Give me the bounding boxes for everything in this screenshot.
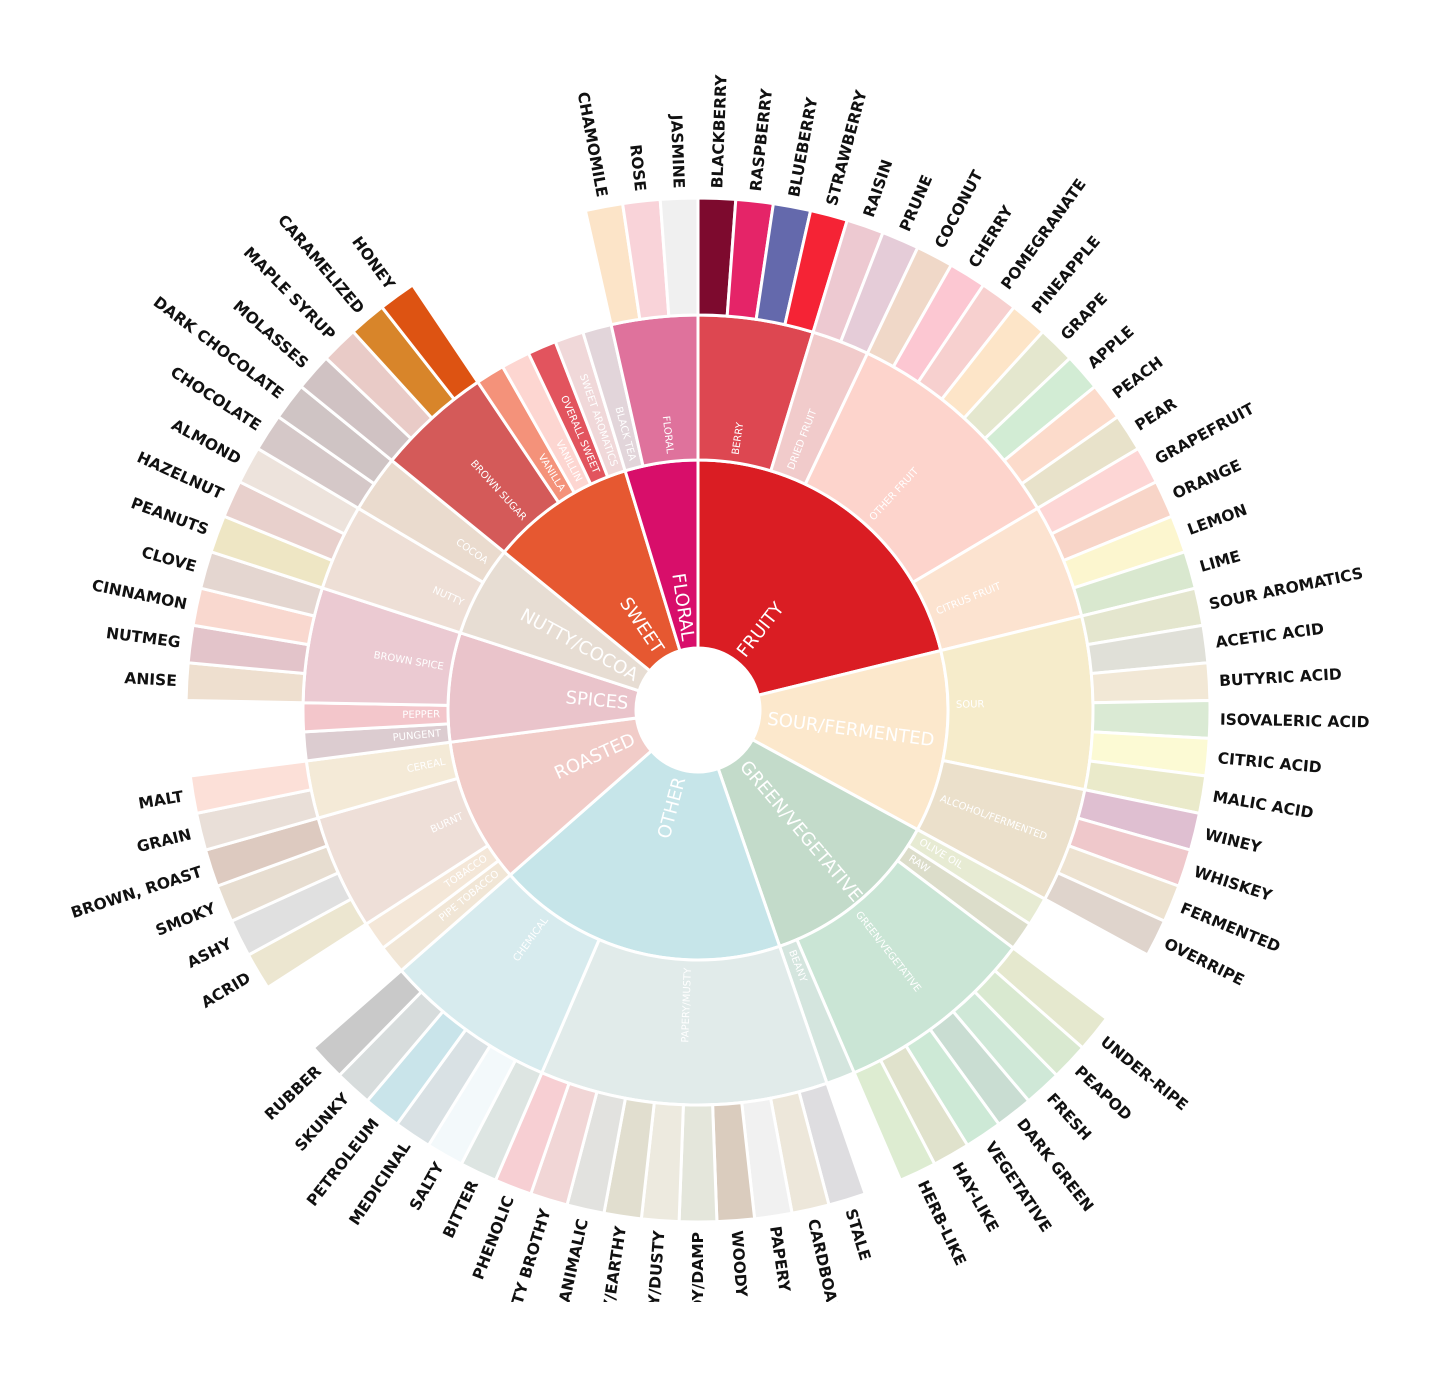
leaf-label-cardboard: CARDBOARD xyxy=(804,1217,846,1328)
leaf-label-winey: WINEY xyxy=(1203,825,1264,856)
leaf-label-apple: APPLE xyxy=(1084,322,1137,372)
leaf-label-strawberry: STRAWBERRY xyxy=(823,88,871,208)
leaf-label-butyric-acid: BUTYRIC ACID xyxy=(1219,665,1343,690)
leaf-label-phenolic: PHENOLIC xyxy=(469,1193,518,1282)
leaf-label-grape: GRAPE xyxy=(1057,289,1111,343)
leaf-label-cherry: CHERRY xyxy=(965,202,1017,271)
leaf-label-overripe: OVERRIPE xyxy=(1161,935,1247,990)
subcategory-label-pepper: PEPPER xyxy=(402,709,440,721)
leaf-label-moldy-damp: MOLDY/DAMP xyxy=(689,1232,707,1351)
leaf-label-musty-dusty: MUSTY/DUSTY xyxy=(641,1229,668,1356)
leaf-label-cinnamon: CINNAMON xyxy=(90,576,188,613)
leaf-label-prune: PRUNE xyxy=(896,172,936,234)
subcategory-label-papery-musty: PAPERY/MUSTY xyxy=(680,967,694,1043)
leaf-label-salty: SALTY xyxy=(406,1159,448,1214)
leaf-label-rubber: RUBBER xyxy=(261,1062,325,1124)
leaf-label-malic-acid: MALIC ACID xyxy=(1211,788,1315,823)
leaf-label-rose: ROSE xyxy=(626,144,649,193)
leaf-jasmine[interactable] xyxy=(658,196,700,318)
leaf-label-blackberry: BLACKBERRY xyxy=(708,74,730,189)
leaf-label-acrid: ACRID xyxy=(198,969,254,1012)
leaf-label-grain: GRAIN xyxy=(135,825,193,856)
leaf-label-citric-acid: CITRIC ACID xyxy=(1217,749,1323,777)
subcategory-label-berry: BERRY xyxy=(731,421,747,456)
leaf-label-isovaleric-acid: ISOVALERIC ACID xyxy=(1220,711,1370,732)
leaf-label-whiskey: WHISKEY xyxy=(1192,863,1275,905)
leaf-label-raspberry: RASPBERRY xyxy=(747,87,776,192)
leaf-label-papery: PAPERY xyxy=(766,1225,794,1294)
leaf-label-acetic-acid: ACETIC ACID xyxy=(1214,620,1325,652)
leaf-label-chamomile: CHAMOMILE xyxy=(574,90,611,198)
leaf-label-jasmine: JASMINE xyxy=(667,113,688,188)
leaf-label-honey: HONEY xyxy=(348,233,399,294)
leaf-label-hazelnut: HAZELNUT xyxy=(134,448,226,503)
leaf-label-sour-aromatics: SOUR AROMATICS xyxy=(1207,564,1364,613)
leaf-label-woody: WOODY xyxy=(728,1230,751,1298)
subcategory-label-pungent: PUNGENT xyxy=(392,728,442,744)
leaf-label-herb-like: HERB-LIKE xyxy=(914,1178,970,1269)
leaf-label-clove: CLOVE xyxy=(140,543,199,576)
leaf-label-raisin: RAISIN xyxy=(860,157,896,219)
leaf-moldy-damp[interactable] xyxy=(677,1103,719,1224)
leaf-label-anise: ANISE xyxy=(124,669,177,690)
leaf-label-pear: PEAR xyxy=(1132,395,1180,435)
leaf-label-fresh: FRESH xyxy=(1043,1090,1095,1144)
leaf-label-malt: MALT xyxy=(137,787,185,812)
leaf-label-peach: PEACH xyxy=(1109,353,1166,402)
leaf-label-hay-like: HAY-LIKE xyxy=(948,1159,1002,1235)
leaf-label-musty-earthy: MUSTY/EARTHY xyxy=(592,1224,630,1361)
leaf-label-stale: STALE xyxy=(841,1207,874,1263)
leaf-label-lime: LIME xyxy=(1198,547,1243,576)
subcategory-label-sour: SOUR xyxy=(956,699,985,711)
leaf-label-lemon: LEMON xyxy=(1185,501,1249,539)
leaf-label-nutmeg: NUTMEG xyxy=(105,624,182,652)
leaf-label-bitter: BITTER xyxy=(439,1178,482,1241)
leaf-label-ashy: ASHY xyxy=(184,934,235,972)
leaf-label-orange: ORANGE xyxy=(1170,456,1244,503)
leaf-label-peanuts: PEANUTS xyxy=(128,494,210,539)
leaf-label-dark-chocolate: DARK CHOCOLATE xyxy=(150,293,287,403)
subcategory-label-floral: FLORAL xyxy=(660,415,675,454)
leaf-label-smoky: SMOKY xyxy=(153,899,219,940)
leaf-label-animalic: ANIMALIC xyxy=(556,1217,592,1304)
leaf-label-blueberry: BLUEBERRY xyxy=(785,95,821,198)
leaf-label-almond: ALMOND xyxy=(168,416,244,468)
